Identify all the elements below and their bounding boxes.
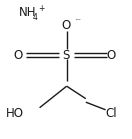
- Text: Cl: Cl: [105, 107, 117, 121]
- Text: NH: NH: [18, 6, 36, 19]
- Text: O: O: [106, 49, 116, 62]
- Text: ·⁻: ·⁻: [74, 16, 81, 25]
- Text: +: +: [38, 4, 44, 13]
- Text: S: S: [62, 49, 70, 62]
- Text: O: O: [14, 49, 23, 62]
- Text: HO: HO: [6, 107, 23, 121]
- Text: 4: 4: [33, 13, 38, 22]
- Text: O: O: [61, 18, 71, 32]
